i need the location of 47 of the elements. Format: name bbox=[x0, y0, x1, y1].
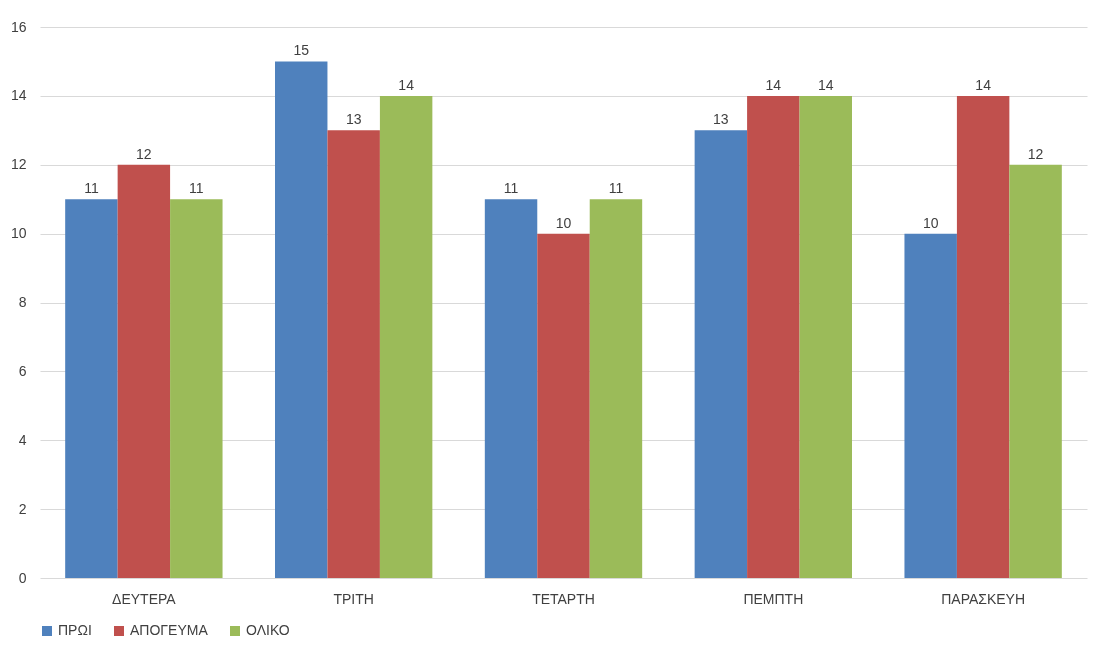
data-label: 14 bbox=[398, 76, 415, 93]
y-tick-label: 12 bbox=[10, 156, 27, 173]
y-tick-label: 16 bbox=[10, 18, 27, 35]
y-tick-label: 0 bbox=[18, 569, 27, 586]
bar bbox=[799, 95, 852, 578]
data-label: 12 bbox=[136, 145, 152, 162]
bar bbox=[694, 130, 748, 578]
data-label: 11 bbox=[608, 180, 624, 197]
y-tick-label: 10 bbox=[10, 225, 27, 242]
data-label: 10 bbox=[922, 214, 939, 231]
data-label: 13 bbox=[345, 111, 362, 128]
data-label: 13 bbox=[713, 111, 729, 128]
bar bbox=[747, 95, 800, 578]
x-tick-label: ΔΕΥΤΕΡΑ bbox=[112, 590, 177, 607]
data-label: 11 bbox=[84, 180, 99, 197]
y-tick-label: 8 bbox=[18, 294, 27, 310]
x-tick-label: ΠΑΡΑΣΚΕΥΗ bbox=[941, 590, 1026, 607]
x-tick-label: ΤΕΤΑΡΤΗ bbox=[532, 590, 595, 607]
legend-label: ΠΡΩΙ bbox=[58, 622, 92, 638]
y-tick-label: 6 bbox=[18, 362, 27, 379]
x-tick-label: ΠΕΜΠΤΗ bbox=[743, 590, 804, 607]
data-label: 10 bbox=[555, 214, 572, 231]
x-tick-label: ΤΡΙΤΗ bbox=[333, 590, 374, 607]
y-tick-label: 14 bbox=[10, 87, 27, 104]
bar bbox=[904, 233, 957, 578]
bar bbox=[589, 199, 643, 578]
bar bbox=[65, 199, 118, 578]
data-label: 14 bbox=[765, 76, 782, 93]
bar bbox=[484, 199, 538, 578]
y-tick-label: 2 bbox=[18, 500, 27, 517]
bar bbox=[956, 95, 1010, 578]
legend-label: ΑΠΟΓΕΥΜΑ bbox=[130, 622, 209, 638]
data-label: 14 bbox=[817, 76, 834, 93]
bar bbox=[1009, 164, 1062, 578]
data-label: 12 bbox=[1027, 145, 1044, 162]
y-tick-label: 4 bbox=[18, 431, 27, 448]
bar bbox=[379, 95, 433, 578]
legend-label: ΟΛΙΚΟ bbox=[246, 622, 290, 638]
bar bbox=[327, 130, 380, 578]
data-label: 15 bbox=[293, 42, 310, 59]
bar bbox=[117, 164, 171, 578]
bar bbox=[275, 61, 328, 578]
data-label: 11 bbox=[189, 180, 204, 197]
bar bbox=[170, 199, 223, 578]
data-label: 14 bbox=[975, 76, 992, 93]
bar bbox=[537, 233, 590, 578]
data-label: 11 bbox=[503, 180, 519, 197]
